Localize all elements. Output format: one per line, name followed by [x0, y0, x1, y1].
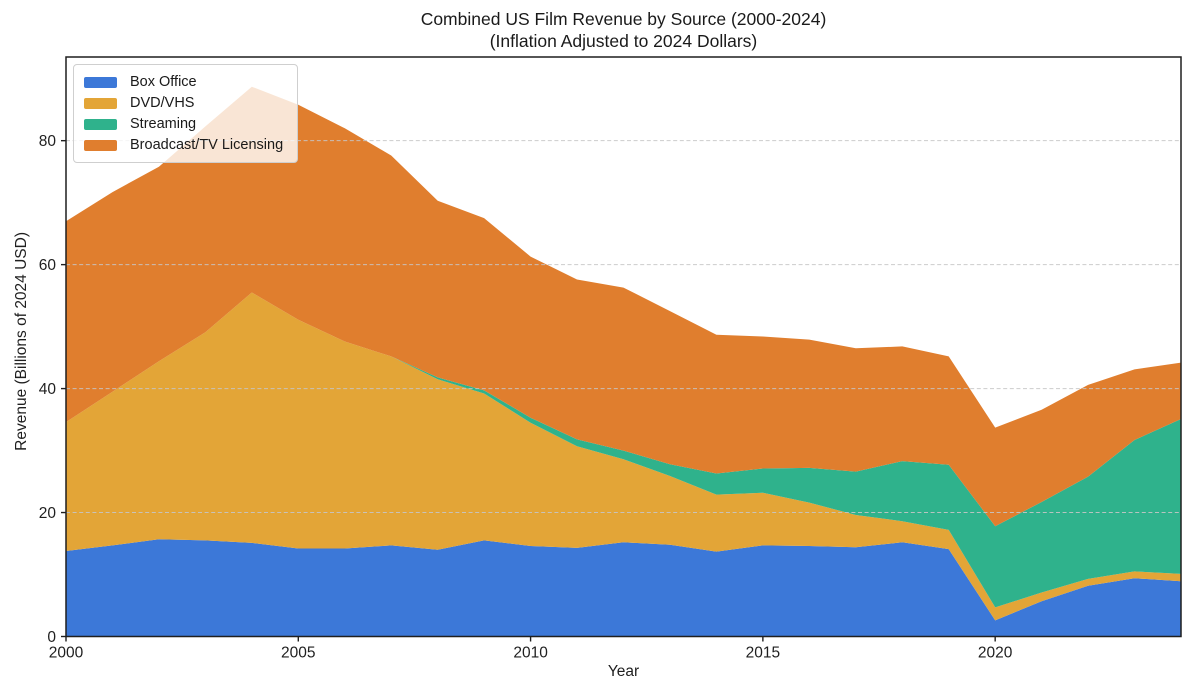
- legend-label-streaming: Streaming: [130, 116, 197, 132]
- legend-swatch-dvd-vhs: [84, 97, 117, 109]
- area-broadcast-tv-licensing: [66, 86, 1181, 527]
- x-tick-label-2015: 2015: [746, 645, 780, 662]
- legend-swatch-broadcast-tv-licensing: [84, 139, 117, 151]
- legend-label-box-office: Box Office: [130, 74, 197, 90]
- x-tick-label-2020: 2020: [978, 645, 1013, 662]
- x-tick-label-2010: 2010: [513, 645, 548, 662]
- y-tick-label-80: 80: [39, 133, 57, 150]
- chart-title-line1: Combined US Film Revenue by Source (2000…: [420, 9, 827, 29]
- area-dvd-vhs: [66, 292, 1181, 621]
- x-tick-label-2005: 2005: [281, 645, 315, 662]
- legend: Box Office DVD/VHS Streaming Broadcast/TV L…: [73, 64, 299, 163]
- legend-label-dvd-vhs: DVD/VHS: [130, 95, 195, 111]
- area-streaming: [66, 292, 1181, 608]
- x-axis-title: Year: [607, 663, 640, 680]
- legend-item-box-office: Box Office: [84, 74, 283, 90]
- y-tick-label-40: 40: [39, 381, 57, 398]
- y-tick-label-0: 0: [47, 629, 56, 646]
- legend-swatch-box-office: [84, 76, 117, 88]
- plot-area-frame: [65, 56, 1182, 638]
- x-tick-label-2000: 2000: [49, 645, 84, 662]
- legend-label-broadcast-tv-licensing: Broadcast/TV Licensing: [130, 137, 284, 153]
- y-axis-title: Revenue (Billions of 2024 USD): [13, 232, 30, 451]
- chart-title-line2: (Inflation Adjusted to 2024 Dollars): [489, 31, 758, 51]
- y-tick-label-20: 20: [39, 505, 57, 522]
- area-box-office: [66, 539, 1181, 637]
- legend-item-dvd-vhs: DVD/VHS: [84, 95, 283, 111]
- legend-swatch-streaming: [84, 118, 117, 130]
- chart-title: Combined US Film Revenue by Source (2000…: [66, 8, 1181, 52]
- legend-item-broadcast-tv-licensing: Broadcast/TV Licensing: [84, 137, 283, 153]
- y-tick-label-60: 60: [39, 257, 57, 274]
- legend-item-streaming: Streaming: [84, 116, 283, 132]
